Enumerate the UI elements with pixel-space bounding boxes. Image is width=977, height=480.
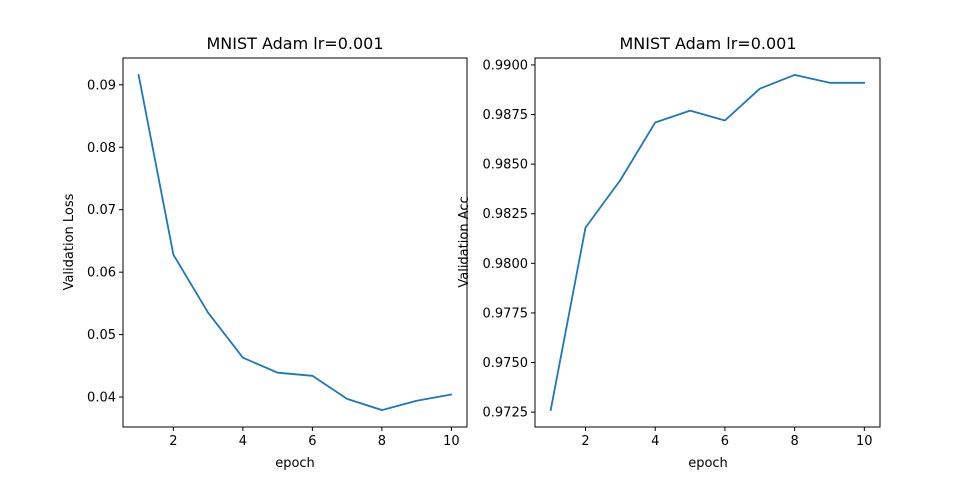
accuracy-chart: MNIST Adam lr=0.001 2 4 6 8 10 0.97250.97500… (457, 34, 881, 471)
y-tick-label: 0.05 (87, 328, 116, 343)
y-tick-label: 0.9900 (483, 58, 529, 73)
y-tick-label: 0.9725 (483, 406, 529, 421)
loss-chart: MNIST Adam lr=0.001 2 4 6 8 10 0.040.050.060… (62, 34, 468, 471)
y-tick-label: 0.9825 (483, 207, 529, 222)
x-tick-label: 4 (651, 434, 659, 449)
y-tick-label: 0.04 (87, 391, 116, 406)
plot-frame (122, 57, 468, 428)
y-tick-label: 0.9850 (483, 158, 529, 173)
y-axis-ticks: 0.04 0.05 0.06 0.07 0.08 0.09 (87, 78, 123, 406)
series-line (549, 74, 866, 412)
x-axis-label: epoch (688, 456, 728, 471)
x-tick-label: 8 (378, 434, 386, 449)
x-tick-label: 6 (721, 434, 729, 449)
x-tick-label: 10 (443, 434, 460, 449)
series-lines (137, 74, 453, 412)
y-axis-label: Validation Acc (457, 196, 472, 287)
y-tick-label: 0.9750 (483, 356, 529, 371)
chart-title: MNIST Adam lr=0.001 (619, 34, 796, 53)
series-lines (549, 74, 866, 412)
x-axis-ticks: 2 4 6 8 10 (581, 427, 873, 449)
y-tick-label: 0.07 (87, 203, 116, 218)
y-tick-label: 0.9875 (483, 108, 529, 123)
x-tick-label: 2 (169, 434, 177, 449)
x-tick-label: 6 (308, 434, 316, 449)
x-tick-label: 4 (239, 434, 247, 449)
chart-title: MNIST Adam lr=0.001 (206, 34, 383, 53)
y-axis-label: Validation Loss (62, 193, 77, 290)
y-axis-ticks: 0.9725 0.9750 0.9775 0.9800 0.9825 0.9850 0.98… (483, 58, 535, 421)
y-tick-label: 0.08 (87, 141, 116, 156)
x-tick-label: 10 (856, 434, 873, 449)
x-axis-label: epoch (275, 456, 315, 471)
series-line (137, 74, 453, 412)
x-tick-label: 2 (581, 434, 589, 449)
y-tick-label: 0.9775 (483, 306, 529, 321)
x-tick-label: 8 (790, 434, 798, 449)
y-tick-label: 0.09 (87, 78, 116, 93)
y-tick-label: 0.06 (87, 266, 116, 281)
plot-frame (534, 57, 881, 428)
y-tick-label: 0.9800 (483, 257, 529, 272)
x-axis-ticks: 2 4 6 8 10 (169, 427, 460, 449)
